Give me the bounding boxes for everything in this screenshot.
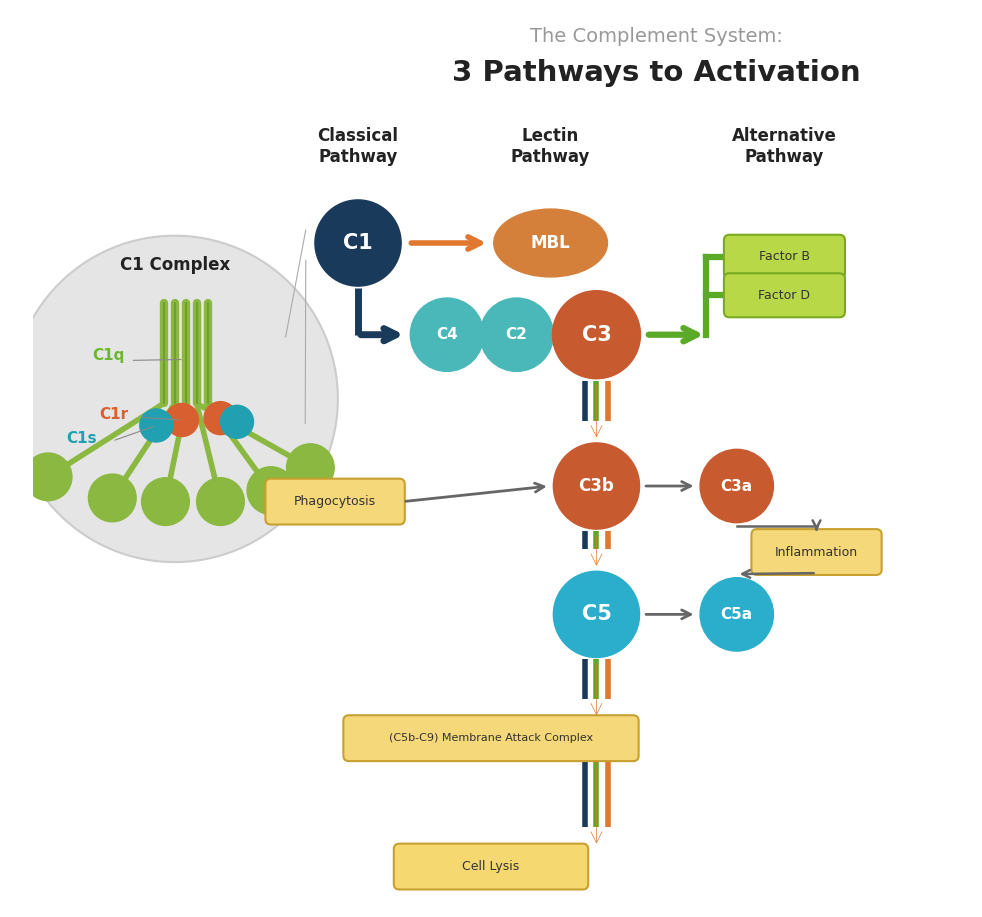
Circle shape — [141, 478, 190, 525]
Text: (C5b-C9) Membrane Attack Complex: (C5b-C9) Membrane Attack Complex — [389, 734, 593, 743]
Circle shape — [139, 409, 173, 442]
Text: C5a: C5a — [721, 607, 753, 622]
Circle shape — [204, 402, 237, 435]
FancyBboxPatch shape — [394, 844, 588, 889]
Text: The Complement System:: The Complement System: — [529, 28, 783, 46]
Text: C3: C3 — [581, 325, 612, 345]
Text: Lectin
Pathway: Lectin Pathway — [511, 127, 590, 166]
FancyBboxPatch shape — [344, 715, 638, 761]
Circle shape — [700, 449, 774, 523]
Text: C1s: C1s — [67, 431, 97, 446]
Text: Inflammation: Inflammation — [775, 546, 858, 558]
Text: C5: C5 — [581, 604, 612, 624]
FancyBboxPatch shape — [724, 235, 845, 279]
Text: C1 Complex: C1 Complex — [120, 256, 230, 274]
Ellipse shape — [494, 209, 608, 277]
Circle shape — [315, 200, 401, 286]
Text: C2: C2 — [506, 327, 527, 342]
Circle shape — [88, 474, 136, 522]
Text: C1r: C1r — [99, 407, 129, 422]
Circle shape — [410, 298, 484, 371]
FancyBboxPatch shape — [751, 529, 882, 575]
Circle shape — [12, 236, 338, 562]
FancyBboxPatch shape — [724, 273, 845, 317]
Text: C3b: C3b — [578, 477, 615, 495]
Text: Classical
Pathway: Classical Pathway — [317, 127, 399, 166]
Circle shape — [553, 291, 640, 379]
Text: Phagocytosis: Phagocytosis — [294, 495, 376, 508]
Text: MBL: MBL — [530, 234, 571, 252]
Circle shape — [553, 443, 639, 529]
Text: C1: C1 — [343, 233, 373, 253]
Text: Alternative
Pathway: Alternative Pathway — [732, 127, 837, 166]
Circle shape — [25, 453, 72, 501]
Text: C4: C4 — [436, 327, 458, 342]
Circle shape — [247, 467, 295, 514]
Text: Factor B: Factor B — [759, 250, 810, 263]
Circle shape — [700, 578, 774, 651]
Text: Cell Lysis: Cell Lysis — [463, 860, 519, 873]
Circle shape — [480, 298, 553, 371]
Text: C1q: C1q — [92, 348, 125, 363]
Circle shape — [221, 405, 253, 438]
Circle shape — [196, 478, 245, 525]
Circle shape — [287, 444, 334, 492]
Text: 3 Pathways to Activation: 3 Pathways to Activation — [452, 60, 860, 87]
FancyBboxPatch shape — [265, 479, 405, 525]
Circle shape — [553, 571, 639, 657]
Circle shape — [165, 403, 198, 436]
Text: Factor D: Factor D — [758, 289, 810, 302]
Text: C3a: C3a — [721, 479, 753, 493]
